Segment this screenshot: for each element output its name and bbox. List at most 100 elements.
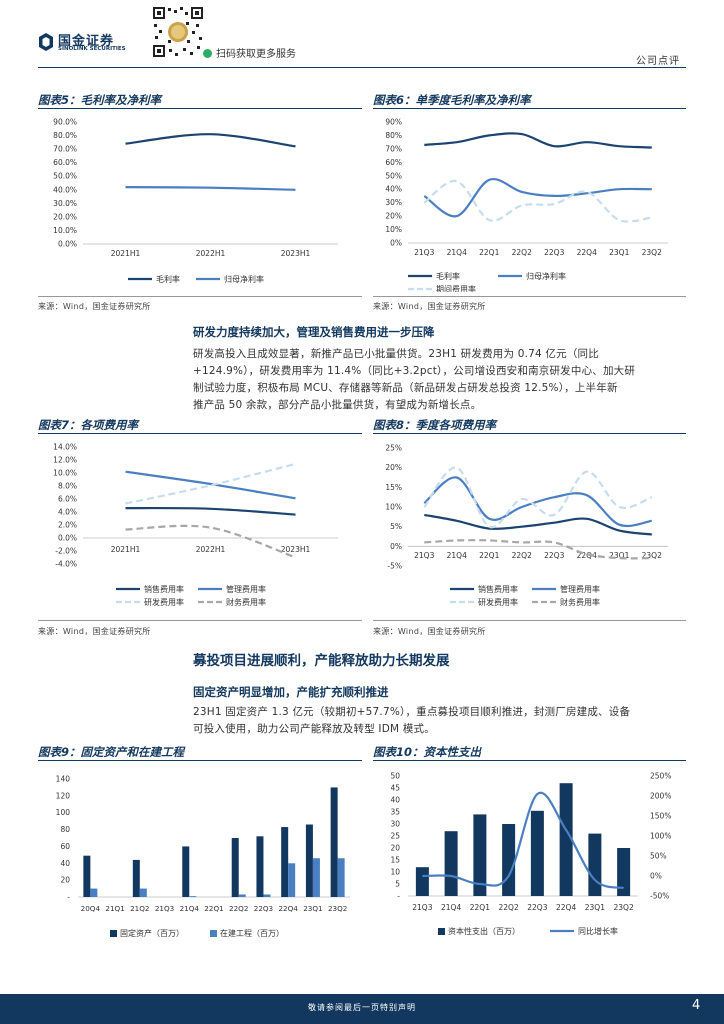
fig10-bar-1 [444, 831, 458, 896]
fig8-xtick-3: 22Q2 [512, 551, 532, 560]
fig5-ytick-5: 50.0% [53, 172, 77, 181]
fig9-xtick-10: 23Q2 [328, 904, 347, 913]
fig9-xtick-7: 22Q3 [254, 904, 273, 913]
fig7-ytick-6: 8.0% [58, 482, 77, 491]
fig10-xtick-5: 22Q4 [556, 903, 576, 912]
fig6-chart: 0% 10% 20% 30% 40% 50% 60% 70% 80% 90% 21Q3 21Q4 22Q… [385, 118, 668, 292]
fig7-chart: -4.0% -2.0% 0.0% 2.0% 4.0% 6.0% 8.0% 10.0% 12.0%… [53, 443, 338, 607]
fig8-ytick-0: -5% [387, 562, 402, 571]
fig10-ytick-left-8: 40 [390, 796, 400, 805]
fig10-xtick-0: 21Q3 [412, 903, 432, 912]
fig9-ytick-0: - [67, 893, 70, 902]
fig6-ytick-6: 60% [385, 158, 402, 167]
fig9-bar-0-7 [256, 836, 264, 897]
fig10-bar-7 [617, 848, 631, 896]
fig8-bottom-rule [373, 620, 686, 621]
fig9-bar-1-2 [139, 888, 147, 897]
fig10-ytick-right-6: 250% [650, 772, 671, 781]
fig10-xtick-7: 23Q2 [614, 903, 634, 912]
fig6-ytick-3: 30% [385, 198, 402, 207]
fig9-ytick-2: 40 [60, 859, 70, 868]
fig7-series-2 [125, 462, 296, 505]
fig5-ytick-8: 80.0% [53, 131, 77, 140]
fig10-ytick-left-5: 25 [390, 832, 400, 841]
fig10-ytick-left-10: 50 [390, 772, 400, 781]
fig6-ytick-4: 40% [385, 185, 402, 194]
fig10-ytick-right-3: 100% [650, 832, 671, 841]
fig7-source: 来源：Wind，国金证券研究所 [38, 627, 151, 636]
fig6-source: 来源：Wind，国金证券研究所 [373, 302, 486, 311]
fig7-ytick-3: 2.0% [58, 521, 77, 530]
fig9-ytick-5: 100 [56, 808, 71, 817]
wechat-icon [203, 49, 212, 58]
fig9-bar-1-0 [90, 888, 98, 897]
fig8-xtick-4: 22Q3 [544, 551, 564, 560]
fig9-bar-1-9 [312, 858, 320, 897]
fig10-ytick-right-4: 150% [650, 812, 671, 821]
fig9-rule [38, 760, 362, 761]
fig10-bar-2 [473, 814, 487, 896]
fig9-xtick-9: 23Q1 [303, 904, 322, 913]
fig8-title: 图表8：季度各项费用率 [373, 418, 497, 432]
fig5-legend-label-1: 归母净利率 [224, 274, 264, 284]
logo-mark-icon [39, 33, 53, 51]
fig8-xtick-1: 21Q4 [447, 551, 467, 560]
fig8-series-3 [424, 539, 652, 560]
fig5-legend-label-0: 毛利率 [156, 274, 180, 284]
fig7-legend-label-2: 研发费用率 [144, 597, 184, 607]
fig9-bar-1-4 [189, 896, 197, 897]
fig6-legend-label-1: 归母净利率 [526, 271, 566, 281]
fig5-xtick-0: 2021H1 [111, 249, 141, 258]
fig7-bottom-rule [38, 620, 362, 621]
fig6-xtick-4: 22Q3 [544, 248, 564, 257]
fig7-title: 图表7：各项费用率 [38, 418, 139, 432]
fig9-xtick-5: 22Q1 [204, 904, 223, 913]
fig7-xtick-2: 2023H1 [281, 545, 311, 554]
fig7-series-0 [125, 506, 296, 516]
fig9-bar-0-6 [231, 838, 239, 897]
fig9-ytick-7: 140 [56, 775, 71, 784]
fig10-ytick-left-9: 45 [390, 784, 400, 793]
fig8-legend-label-0: 销售费用率 [478, 584, 518, 594]
fig9-ytick-6: 120 [56, 791, 71, 800]
qr-code [150, 4, 206, 60]
fig6-xtick-6: 23Q1 [609, 248, 629, 257]
fig10-title: 图表10：资本性支出 [373, 745, 482, 759]
fig5-ytick-6: 60.0% [53, 158, 77, 167]
fig8-ytick-2: 5% [390, 522, 402, 531]
fig10-line-series [422, 791, 624, 890]
fig9-bar-0-2 [132, 859, 140, 897]
fig5-ytick-7: 70.0% [53, 145, 77, 154]
report-type: 公司点评 [636, 56, 680, 67]
fig9-xtick-8: 22Q4 [278, 904, 298, 913]
fig8-series-0 [424, 513, 652, 536]
fig9-bar-0-0 [83, 855, 91, 897]
fig10-bar-6 [588, 833, 602, 896]
fig9-xtick-6: 22Q2 [229, 904, 248, 913]
section2-big-heading: 募投项目进展顺利，产能释放助力长期发展 [193, 653, 450, 669]
fig9-xtick-2: 21Q2 [130, 904, 149, 913]
fig6-ytick-9: 90% [385, 118, 402, 127]
fig6-xtick-0: 21Q3 [414, 248, 434, 257]
fig10-bar-5 [559, 783, 573, 896]
fig8-chart: -5% 0% 5% 10% 15% 20% 25% 21Q3 21Q4 22Q1 22Q2 22Q3 2… [385, 444, 668, 607]
header-rule [38, 67, 686, 68]
fig9-bar-1-10 [337, 858, 345, 897]
fig7-ytick-7: 10.0% [53, 469, 77, 478]
fig8-source: 来源：Wind，国金证券研究所 [373, 627, 486, 636]
fig8-ytick-5: 20% [385, 463, 402, 472]
fig10-chart: - 5 10 15 20 25 30 35 40 45 50 -50% 0% 50% 100% 150% 200… [390, 772, 671, 937]
fig10-rule [373, 760, 686, 761]
fig10-bar-4 [530, 810, 544, 896]
fig5-ytick-9: 90.0% [53, 118, 77, 127]
fig9-bar-0-4 [182, 846, 190, 897]
fig10-ytick-left-2: 10 [390, 868, 400, 877]
fig9-xtick-0: 20Q4 [81, 904, 101, 913]
fig7-legend-label-0: 销售费用率 [144, 584, 184, 594]
fig5-ytick-0: 0.0% [58, 240, 77, 249]
fig7-series-3 [125, 524, 296, 559]
section2-paragraph: 23H1 固定资产 1.3 亿元（较期初+57.7%），重点募投项目顺利推进，封… [193, 706, 631, 735]
fig7-legend-label-3: 财务费用率 [226, 597, 266, 607]
fig10-ytick-right-2: 50% [650, 852, 667, 861]
fig6-ytick-2: 20% [385, 212, 402, 221]
